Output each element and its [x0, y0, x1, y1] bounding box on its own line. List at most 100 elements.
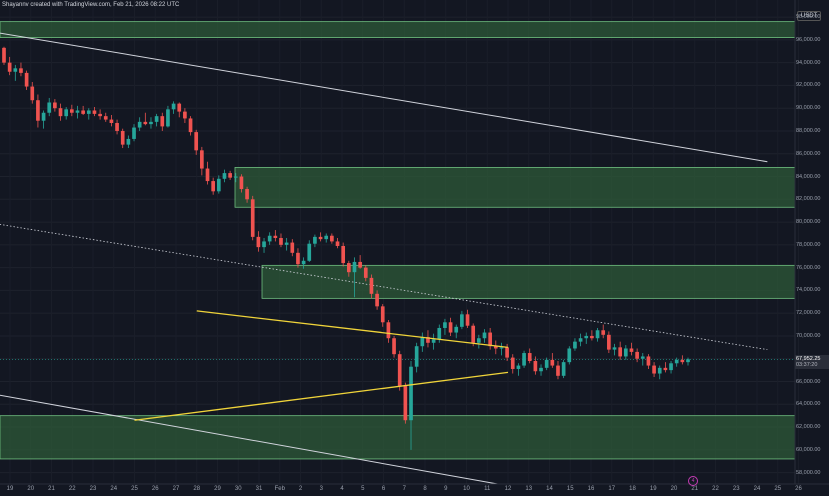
- candle-body: [623, 348, 628, 357]
- candlestick-series: [2, 46, 690, 450]
- candle-body: [369, 277, 374, 294]
- candle-body: [680, 359, 685, 363]
- candle-body: [313, 236, 317, 244]
- candle-body: [211, 181, 215, 192]
- triangle-lower-line: [134, 371, 509, 421]
- time-tick-label: 15: [566, 486, 574, 492]
- time-tick-label: 10: [463, 486, 470, 492]
- channel-midline: [0, 224, 768, 351]
- time-tick-label: 24: [753, 486, 761, 492]
- candle-body: [81, 110, 85, 114]
- candle-body: [499, 347, 504, 349]
- time-tick-label: 13: [525, 486, 533, 492]
- chart-grid: [0, 16, 795, 474]
- candle-body: [573, 341, 577, 349]
- candle-body: [160, 116, 165, 127]
- price-tick-label: 60,000.00: [796, 446, 821, 453]
- candle-body: [330, 235, 334, 242]
- candle-body: [612, 347, 617, 350]
- time-tick-label: 11: [484, 486, 491, 492]
- tradingview-logo-icon[interactable]: 4: [688, 476, 698, 486]
- candle-body: [92, 110, 97, 114]
- price-tick-label: 76,000.00: [796, 264, 821, 271]
- time-tick-label: 23: [732, 486, 740, 492]
- candle-body: [267, 235, 272, 242]
- time-tick-label: 26: [795, 486, 802, 492]
- candle-body: [380, 306, 385, 323]
- candle-body: [686, 359, 690, 363]
- candle-body: [465, 314, 470, 326]
- time-tick-label: 20: [670, 486, 678, 492]
- candle-body: [352, 261, 357, 273]
- candle-body: [448, 322, 453, 333]
- price-tick-label: 70,000.00: [796, 332, 821, 339]
- candle-body: [324, 235, 329, 240]
- chart-attribution: Shayannv created with TradingView.com, F…: [2, 2, 180, 8]
- candle-body: [86, 110, 91, 114]
- candle-body: [669, 363, 673, 371]
- candle-body: [544, 359, 549, 368]
- candle-body: [646, 356, 651, 366]
- time-tick-label: 4: [340, 486, 344, 492]
- candle-body: [578, 338, 583, 342]
- candle-body: [41, 112, 46, 121]
- candle-body: [460, 314, 464, 327]
- candle-body: [58, 108, 63, 117]
- candle-body: [273, 235, 278, 239]
- candle-body: [228, 173, 232, 178]
- candle-body: [216, 178, 221, 192]
- candle-body: [296, 252, 300, 265]
- candle-body: [522, 353, 526, 366]
- time-tick-label: 3: [319, 486, 323, 492]
- time-tick-label: 14: [546, 486, 553, 492]
- price-tick-label: 66,000.00: [796, 378, 821, 385]
- candle-body: [279, 238, 283, 245]
- time-tick-label: 19: [6, 486, 14, 492]
- currency-badge[interactable]: USDT: [797, 11, 822, 21]
- candle-body: [115, 122, 119, 131]
- current-price-value: 67,952.25: [796, 356, 821, 363]
- candle-body: [527, 353, 532, 362]
- candle-countdown: 03:37:20: [796, 362, 818, 369]
- candle-body: [233, 176, 238, 178]
- candle-body: [154, 116, 159, 122]
- zone-rect: [261, 264, 796, 299]
- price-tick-label: 90,000.00: [796, 105, 821, 112]
- price-tick-label: 72,000.00: [796, 310, 821, 317]
- price-tick-label: 84,000.00: [796, 173, 821, 180]
- price-tick-label: 62,000.00: [796, 424, 821, 431]
- time-tick-label: 2: [298, 486, 303, 492]
- candle-body: [30, 86, 35, 101]
- candle-body: [482, 332, 487, 339]
- candle-body: [109, 119, 114, 123]
- candle-body: [635, 351, 639, 359]
- candle-body: [607, 334, 611, 350]
- candle-body: [64, 109, 69, 117]
- candle-body: [488, 332, 492, 347]
- time-tick-label: 24: [110, 486, 118, 492]
- zone-rect: [0, 415, 796, 460]
- channel-line: [0, 32, 768, 163]
- candle-body: [205, 168, 210, 182]
- time-tick-label: 12: [504, 486, 512, 492]
- price-tick-label: 98,000.00: [796, 14, 821, 21]
- candle-body: [403, 386, 408, 421]
- support-resistance-zones: [0, 21, 796, 460]
- candle-body: [375, 293, 379, 307]
- time-tick-label: 8: [423, 486, 427, 492]
- triangle-upper-line: [196, 310, 509, 348]
- candle-body: [188, 118, 193, 133]
- price-tick-label: 82,000.00: [796, 196, 821, 203]
- candle-body: [454, 326, 459, 333]
- candle-body: [318, 236, 323, 240]
- candle-body: [674, 359, 679, 364]
- candle-body: [386, 322, 391, 339]
- candle-body: [19, 68, 23, 73]
- symmetrical-triangle: [134, 310, 509, 421]
- candle-body: [471, 325, 476, 343]
- candle-body: [601, 330, 606, 335]
- candle-body: [595, 330, 600, 339]
- time-tick-label: Feb: [274, 486, 285, 492]
- price-tick-label: 94,000.00: [796, 59, 821, 66]
